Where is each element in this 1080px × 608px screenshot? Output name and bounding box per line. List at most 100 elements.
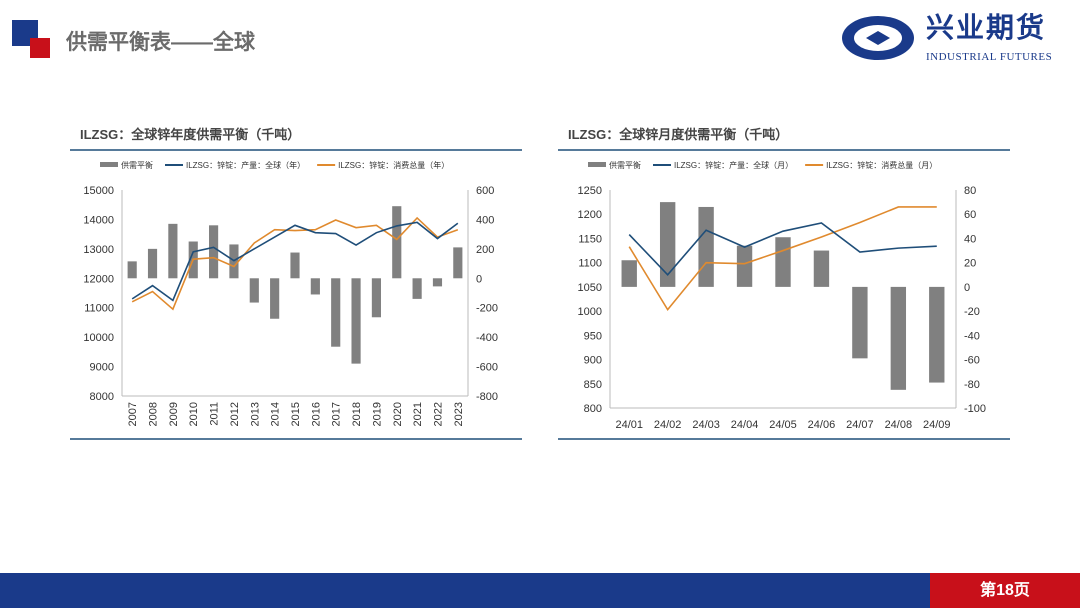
balance-bar <box>392 206 402 279</box>
y-right-tick: 400 <box>476 214 494 226</box>
y-right-tick: -400 <box>476 332 498 344</box>
y-left-tick: 850 <box>584 379 602 391</box>
balance-bar <box>775 237 791 287</box>
y-left-tick: 1100 <box>578 258 602 270</box>
y-right-tick: -100 <box>964 403 986 415</box>
brand-square-red <box>30 38 50 58</box>
chart-title-monthly: ILZSG：全球锌月度供需平衡（千吨） <box>568 127 789 142</box>
y-right-tick: 80 <box>964 185 976 197</box>
logo: 兴业期货 INDUSTRIAL FUTURES <box>838 12 1078 68</box>
y-right-tick: -800 <box>476 391 498 403</box>
balance-bar <box>453 247 463 279</box>
y-left-tick: 10000 <box>83 332 114 344</box>
legend-label: 供需平衡 <box>609 160 641 170</box>
balance-bar <box>249 278 259 303</box>
x-tick: 24/06 <box>808 419 836 431</box>
y-left-tick: 11000 <box>84 303 114 315</box>
consumption-line <box>131 216 459 311</box>
legend-label: 供需平衡 <box>121 160 153 170</box>
y-left-tick: 900 <box>584 355 602 367</box>
page-number: 第18页 <box>930 573 1080 608</box>
chart-title-annual: ILZSG：全球锌年度供需平衡（千吨） <box>80 127 301 142</box>
footer-bar <box>0 573 1080 608</box>
page-title: 供需平衡表——全球 <box>66 31 255 54</box>
logo-mark-icon <box>842 16 914 60</box>
y-left-tick: 1000 <box>578 306 602 318</box>
y-right-tick: 0 <box>476 273 482 285</box>
x-tick: 2008 <box>148 402 160 426</box>
balance-bar <box>127 261 137 279</box>
legend-label: ILZSG：锌锭：产量：全球（月） <box>674 160 793 170</box>
annual-chart: 供需平衡 ILZSG：锌锭：产量：全球（年） ILZSG：锌锭：消费总量（年） 150… <box>70 149 522 440</box>
balance-bar <box>168 223 178 279</box>
logo-text-en: INDUSTRIAL FUTURES <box>926 51 1053 63</box>
y-right-tick: -20 <box>964 306 980 318</box>
balance-bar <box>290 252 300 279</box>
legend-swatch-bar <box>588 162 606 167</box>
x-tick: 24/02 <box>654 419 682 431</box>
balance-bar <box>147 248 158 279</box>
y-left-tick: 12000 <box>83 273 114 285</box>
y-left-tick: 1200 <box>578 209 602 221</box>
balance-bar <box>270 278 280 319</box>
x-tick: 2014 <box>270 402 282 426</box>
x-tick: 24/08 <box>885 419 913 431</box>
x-tick: 2011 <box>209 402 221 426</box>
x-tick: 2012 <box>229 402 241 426</box>
balance-bar <box>371 278 381 318</box>
y-left-tick: 9000 <box>90 362 114 374</box>
production-line <box>628 222 937 276</box>
y-left-tick: 800 <box>584 403 602 415</box>
y-right-tick: -200 <box>476 303 498 315</box>
y-left-tick: 1050 <box>578 282 602 294</box>
x-tick: 2013 <box>249 402 261 426</box>
consumption-line <box>628 206 937 312</box>
balance-bar <box>621 260 637 287</box>
y-right-tick: 0 <box>964 282 970 294</box>
x-tick: 2010 <box>188 402 200 426</box>
y-right-tick: -80 <box>964 379 980 391</box>
legend-label: ILZSG：锌锭：消费总量（月） <box>826 160 937 170</box>
x-tick: 2021 <box>412 402 424 426</box>
y-left-tick: 14000 <box>83 214 114 226</box>
x-tick: 2007 <box>127 402 139 426</box>
balance-bar <box>929 286 945 383</box>
y-left-tick: 13000 <box>83 244 114 256</box>
legend-swatch-bar <box>100 162 118 167</box>
x-tick: 2018 <box>351 402 363 426</box>
legend-label: ILZSG：锌锭：产量：全球（年） <box>186 160 305 170</box>
y-right-tick: -60 <box>964 355 980 367</box>
legend-label: ILZSG：锌锭：消费总量（年） <box>338 160 449 170</box>
y-right-tick: 200 <box>476 244 494 256</box>
y-right-tick: -600 <box>476 362 498 374</box>
balance-bar <box>698 206 714 287</box>
x-tick: 2022 <box>432 402 444 426</box>
balance-bar <box>310 278 320 295</box>
x-tick: 2017 <box>331 402 343 426</box>
x-tick: 24/04 <box>731 419 759 431</box>
y-left-tick: 1150 <box>578 233 602 245</box>
x-tick: 24/03 <box>692 419 720 431</box>
y-right-tick: 40 <box>964 233 976 245</box>
production-line <box>131 221 459 302</box>
y-left-tick: 1250 <box>578 185 602 197</box>
balance-bar <box>331 278 341 347</box>
x-tick: 2020 <box>392 402 404 426</box>
y-left-tick: 15000 <box>83 185 114 197</box>
x-tick: 24/07 <box>846 419 874 431</box>
balance-bar <box>432 278 443 287</box>
y-right-tick: 600 <box>476 185 494 197</box>
x-tick: 24/05 <box>769 419 797 431</box>
x-tick: 2016 <box>310 402 322 426</box>
x-tick: 2023 <box>453 402 465 426</box>
x-tick: 2019 <box>371 402 383 426</box>
balance-bar <box>209 225 219 279</box>
monthly-chart: 供需平衡 ILZSG：锌锭：产量：全球（月） ILZSG：锌锭：消费总量（月） 125… <box>558 149 1010 440</box>
balance-bar <box>852 286 868 359</box>
balance-bar <box>736 245 753 287</box>
balance-bar <box>659 202 676 287</box>
balance-bar <box>351 278 361 364</box>
y-left-tick: 8000 <box>90 391 114 403</box>
x-tick: 24/01 <box>615 419 643 431</box>
x-tick: 2015 <box>290 402 302 426</box>
